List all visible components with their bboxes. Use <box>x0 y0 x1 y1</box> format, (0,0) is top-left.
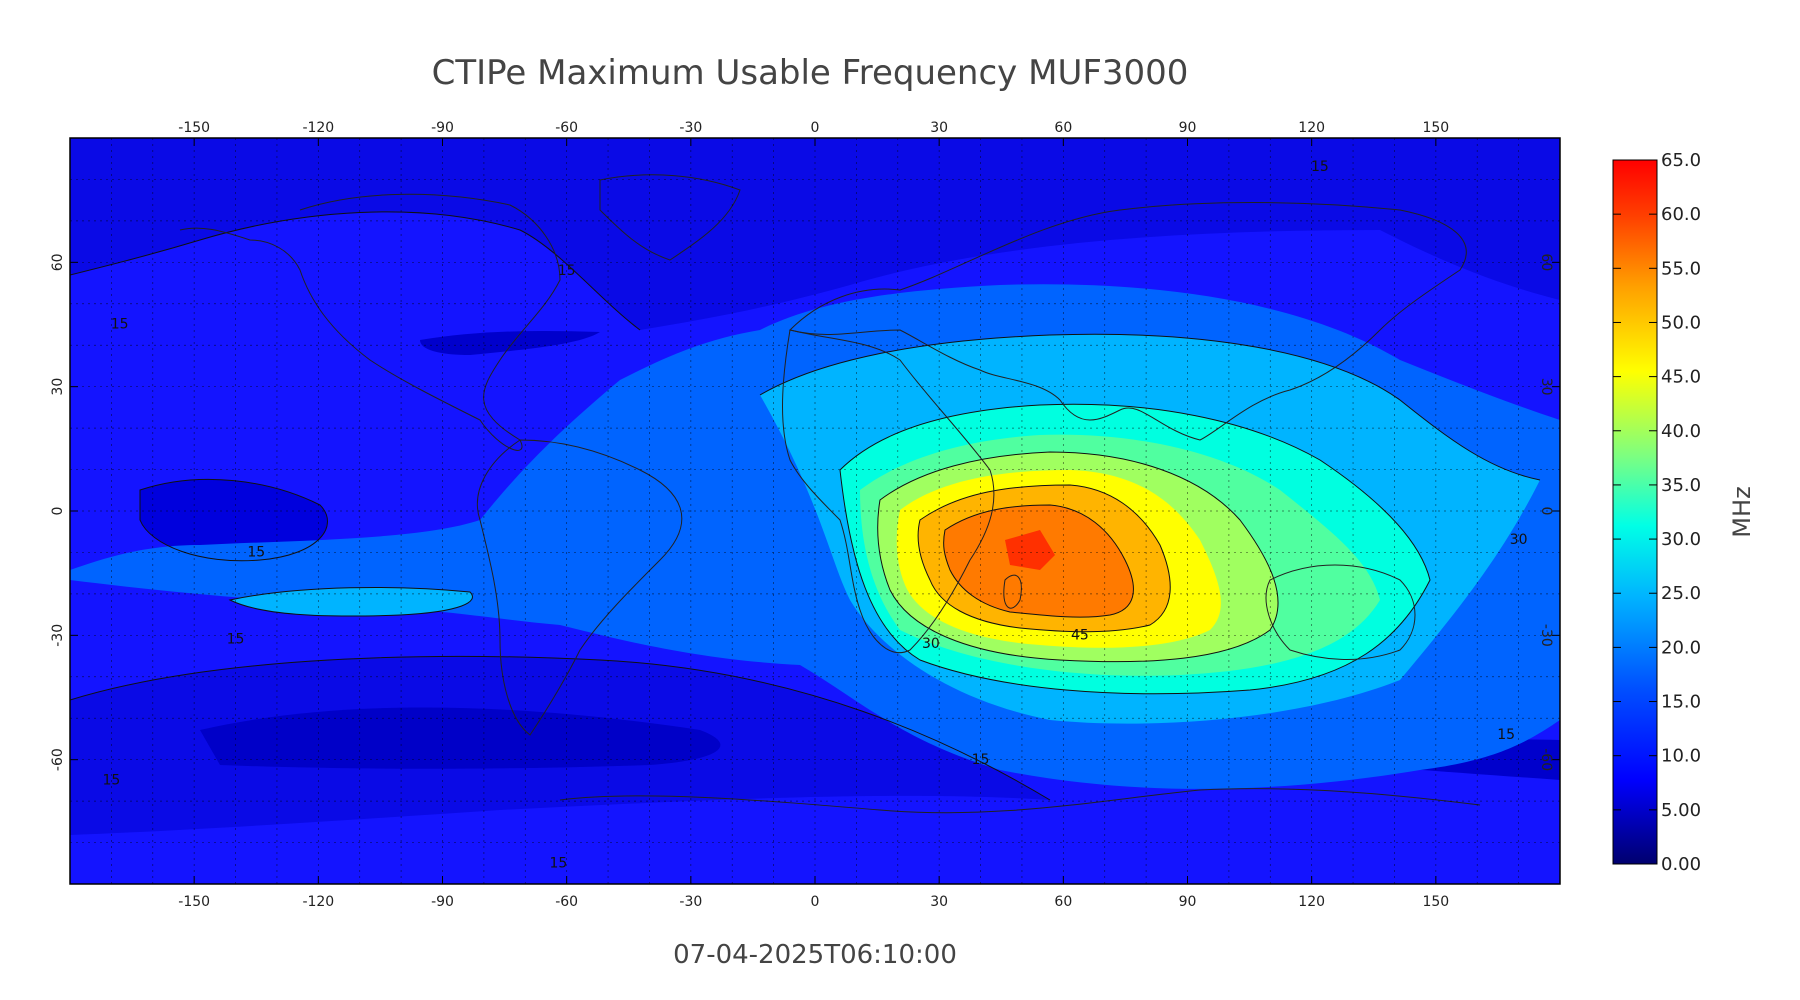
lon-tick-label-bottom: 30 <box>930 894 948 910</box>
colorbar-tick-label: 5.00 <box>1661 800 1701 821</box>
lat-tick-label-right: 30 <box>1538 378 1554 396</box>
muf-contour-map: 15 15 15 15 15 15 15 15 15 30 30 45 <box>70 138 1560 884</box>
contour-label: 15 <box>247 545 265 561</box>
lon-tick-label-bottom: -30 <box>679 894 702 910</box>
lon-tick-label-bottom: 120 <box>1298 894 1325 910</box>
colorbar-tick-label: 20.0 <box>1661 637 1701 658</box>
colorbar-ticks <box>1613 159 1657 865</box>
timestamp-label: 07-04-2025T06:10:00 <box>673 940 957 970</box>
contour-label: 30 <box>922 636 940 652</box>
coastlines <box>179 174 1481 814</box>
contour-label: 15 <box>1311 159 1329 175</box>
lon-tick-label-bottom: -60 <box>555 894 578 910</box>
coast-australia <box>1265 564 1416 660</box>
contour-label: 15 <box>549 855 567 871</box>
coast-africa <box>782 329 995 654</box>
lon-tick-label-bottom: 90 <box>1179 894 1197 910</box>
contour-label: 15 <box>102 773 120 789</box>
lon-tick-label-bottom: 150 <box>1422 894 1449 910</box>
contour-fill-20-25-atlantic <box>230 587 473 617</box>
lat-tick-label-left: -60 <box>50 748 66 771</box>
lon-tick-label-bottom: -150 <box>178 894 210 910</box>
lat-tick-label-left: -30 <box>50 624 66 647</box>
lon-tick-label-top: -90 <box>431 120 454 136</box>
lon-tick-label-bottom: -120 <box>302 894 334 910</box>
lon-tick-label-top: 90 <box>1179 120 1197 136</box>
colorbar-tick-label: 60.0 <box>1661 204 1701 225</box>
contour-label: 30 <box>1510 532 1528 548</box>
contour-labels: 15 15 15 15 15 15 15 15 15 30 30 45 <box>102 159 1527 871</box>
contour-label: 15 <box>1497 727 1515 743</box>
coast-madagascar <box>1003 574 1022 609</box>
contour-fill-55-60 <box>1005 530 1055 570</box>
contour-label: 15 <box>227 632 245 648</box>
colorbar-tick-label: 45.0 <box>1661 367 1701 388</box>
lat-tick-label-right: -30 <box>1538 624 1554 647</box>
lon-tick-label-top: -150 <box>178 120 210 136</box>
coast-north-america <box>179 193 561 451</box>
colorbar-tick-label: 35.0 <box>1661 475 1701 496</box>
colorbar-tick-label: 55.0 <box>1661 258 1701 279</box>
colorbar-tick-label: 15.0 <box>1661 692 1701 713</box>
lat-tick-label-left: 60 <box>50 253 66 271</box>
contour-fill-south-lowest <box>200 707 721 769</box>
colorbar-tick-label: 50.0 <box>1661 312 1701 333</box>
lon-tick-label-top: -120 <box>302 120 334 136</box>
colorbar-tick-labels: 65.0 60.0 55.0 50.0 45.0 40.0 35.0 30.0 25.0 20.0… <box>1661 150 1701 875</box>
contour-fill-pacific-low <box>140 479 328 561</box>
lon-tick-label-top: -30 <box>679 120 702 136</box>
colorbar-tick-label: 25.0 <box>1661 583 1701 604</box>
lon-tick-label-top: 120 <box>1298 120 1325 136</box>
map-title: CTIPe Maximum Usable Frequency MUF3000 <box>432 53 1189 93</box>
coast-greenland <box>599 174 741 261</box>
colorbar-tick-label: 10.0 <box>1661 746 1701 767</box>
coast-antarctica <box>559 788 1481 814</box>
lat-tick-label-left: 30 <box>50 378 66 396</box>
colorbar-tick-label: 40.0 <box>1661 421 1701 442</box>
lon-tick-label-bottom: -90 <box>431 894 454 910</box>
axis-labels: -150 -150 -120 -120 -90 -90 -60 -60 -30 -30 0 0 30 30… <box>50 120 1554 910</box>
colorbar-tick-label: 65.0 <box>1661 150 1701 171</box>
lon-tick-label-top: 30 <box>930 120 948 136</box>
colorbar-tick-label: 0.00 <box>1661 854 1701 875</box>
lon-tick-label-top: 150 <box>1422 120 1449 136</box>
contour-fill-na-low <box>420 330 600 355</box>
contour-lines <box>70 211 1541 801</box>
colorbar-gradient <box>1612 159 1658 865</box>
lon-tick-label-top: -60 <box>555 120 578 136</box>
lat-tick-label-right: -60 <box>1538 748 1554 771</box>
lon-tick-label-bottom: 0 <box>811 894 820 910</box>
contour-label: 15 <box>972 752 990 768</box>
lat-tick-label-right: 60 <box>1538 253 1554 271</box>
coast-eurasia <box>789 202 1467 441</box>
lon-tick-label-top: 0 <box>811 120 820 136</box>
contour-label: 15 <box>558 263 576 279</box>
lon-tick-label-bottom: 60 <box>1054 894 1072 910</box>
axis-ticks <box>70 138 1560 884</box>
lat-tick-label-right: 0 <box>1538 507 1554 516</box>
colorbar: 65.0 60.0 55.0 50.0 45.0 40.0 35.0 30.0 25.0 20.0… <box>1612 150 1756 875</box>
graticule-grid <box>70 138 1560 884</box>
colorbar-unit-label: MHz <box>1728 486 1756 537</box>
contour-label: 45 <box>1071 627 1089 643</box>
lon-tick-label-top: 60 <box>1054 120 1072 136</box>
contour-label: 15 <box>111 317 129 333</box>
colorbar-tick-label: 30.0 <box>1661 529 1701 550</box>
lat-tick-label-left: 0 <box>50 507 66 516</box>
